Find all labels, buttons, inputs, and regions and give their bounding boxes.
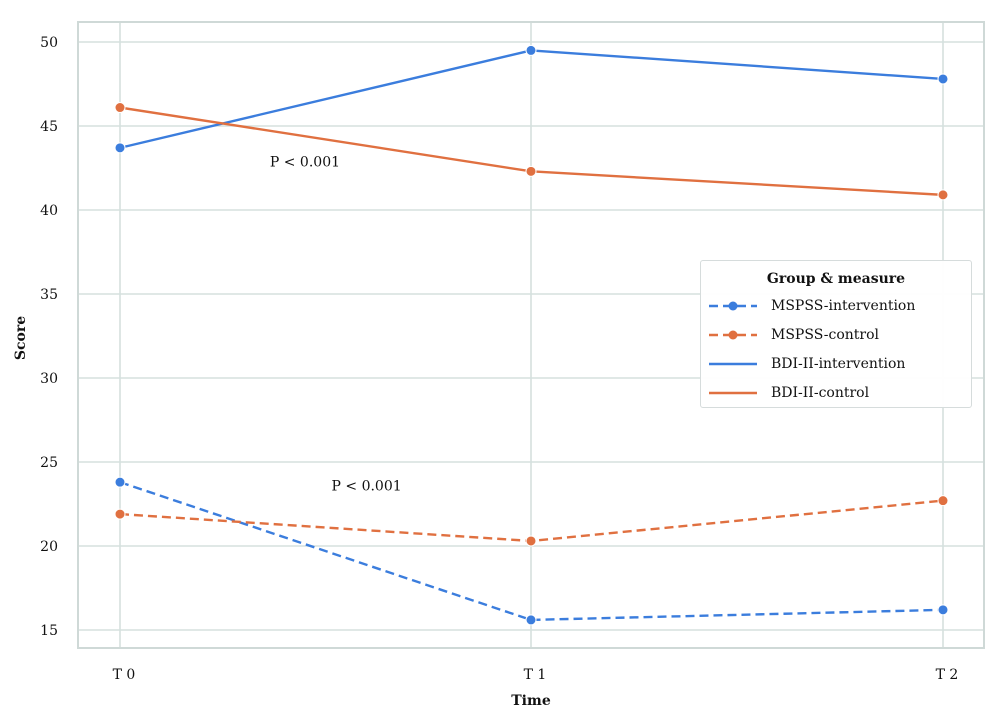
data-point-marker [937,604,949,616]
data-point-marker [525,165,537,177]
series-bdi-ii-intervention [114,44,949,154]
annotations: P < 0.001 P < 0.001 [270,154,402,494]
legend-label: BDI-II-control [771,384,870,401]
x-tick-label: T 1 [524,667,547,683]
x-tick-label: T 0 [113,667,136,683]
y-tick-label: 50 [40,35,58,51]
data-point-marker [114,508,126,520]
series-bdi-ii-control [114,102,949,201]
legend-swatch-solid-blue-icon [709,362,757,365]
legend-label: MSPSS-control [771,326,880,343]
legend-item-bdi-control: BDI-II-control [701,378,971,407]
y-tick-label: 15 [40,623,58,639]
data-point-marker [937,495,949,507]
series-lines [114,44,949,626]
legend-item-mspss-intervention: MSPSS-intervention [701,291,971,320]
legend-swatch-dashed-marker-blue-icon [709,301,757,310]
data-point-marker [525,535,537,547]
legend-label: MSPSS-intervention [771,297,916,314]
data-point-marker [114,476,126,488]
series-mspss-control [114,495,949,547]
legend: Group & measure MSPSS-intervention MSPSS… [700,260,972,408]
y-tick-label: 30 [40,371,58,387]
legend-item-bdi-intervention: BDI-II-intervention [701,349,971,378]
y-tick-label: 25 [40,455,58,471]
y-axis-ticks: 15 20 25 30 35 40 45 50 [40,35,58,639]
y-tick-label: 20 [40,539,58,555]
x-tick-label: T 2 [936,667,959,683]
y-tick-label: 40 [40,203,58,219]
y-tick-label: 45 [40,119,58,135]
data-point-marker [525,44,537,56]
series-mspss-intervention [114,476,949,626]
legend-label: BDI-II-intervention [771,355,906,372]
data-point-marker [525,614,537,626]
p-value-annotation: P < 0.001 [332,479,402,495]
legend-swatch-solid-orange-icon [709,391,757,394]
p-value-annotation: P < 0.001 [270,154,340,170]
legend-swatch-dashed-marker-orange-icon [709,330,757,339]
data-point-marker [937,189,949,201]
y-tick-label: 35 [40,287,58,303]
y-axis-title: Score [13,316,29,360]
data-point-marker [114,102,126,114]
legend-item-mspss-control: MSPSS-control [701,320,971,349]
x-axis-ticks: T 0 T 1 T 2 [113,667,959,683]
legend-title: Group & measure [766,271,906,287]
data-point-marker [114,142,126,154]
data-point-marker [937,73,949,85]
plot-frame [77,21,985,649]
x-axis-title: Time [511,693,551,709]
